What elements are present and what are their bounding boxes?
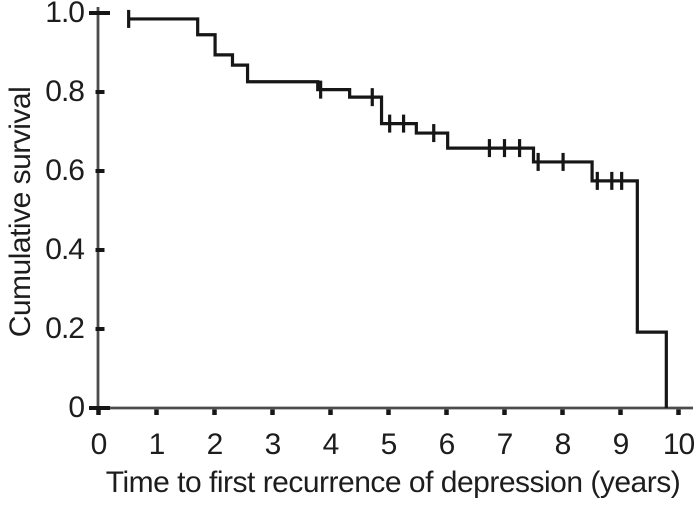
y-tick-label: 0.2 — [45, 312, 85, 345]
x-axis-title: Time to first recurrence of depression (… — [105, 466, 681, 499]
x-tick-label: 9 — [612, 428, 630, 461]
x-tick-label: 6 — [438, 428, 456, 461]
x-tick-label: 3 — [264, 428, 282, 461]
x-tick-label: 0 — [90, 428, 108, 461]
survival-curve — [128, 17, 668, 408]
x-tick-label: 7 — [496, 428, 514, 461]
y-tick-label: 0.4 — [45, 233, 85, 266]
x-tick-label: 2 — [206, 428, 224, 461]
y-tick-label: 0 — [68, 391, 85, 424]
y-tick-label: 1.0 — [45, 0, 85, 29]
y-tick-label: 0.6 — [45, 154, 85, 187]
x-tick-label: 4 — [322, 428, 340, 461]
y-axis-title: Cumulative survival — [4, 86, 37, 338]
x-tick-label: 5 — [380, 428, 398, 461]
x-tick-label: 8 — [554, 428, 572, 461]
x-tick-label: 10 — [662, 428, 695, 461]
x-tick-label: 1 — [148, 428, 166, 461]
y-tick-label: 0.8 — [45, 75, 85, 108]
